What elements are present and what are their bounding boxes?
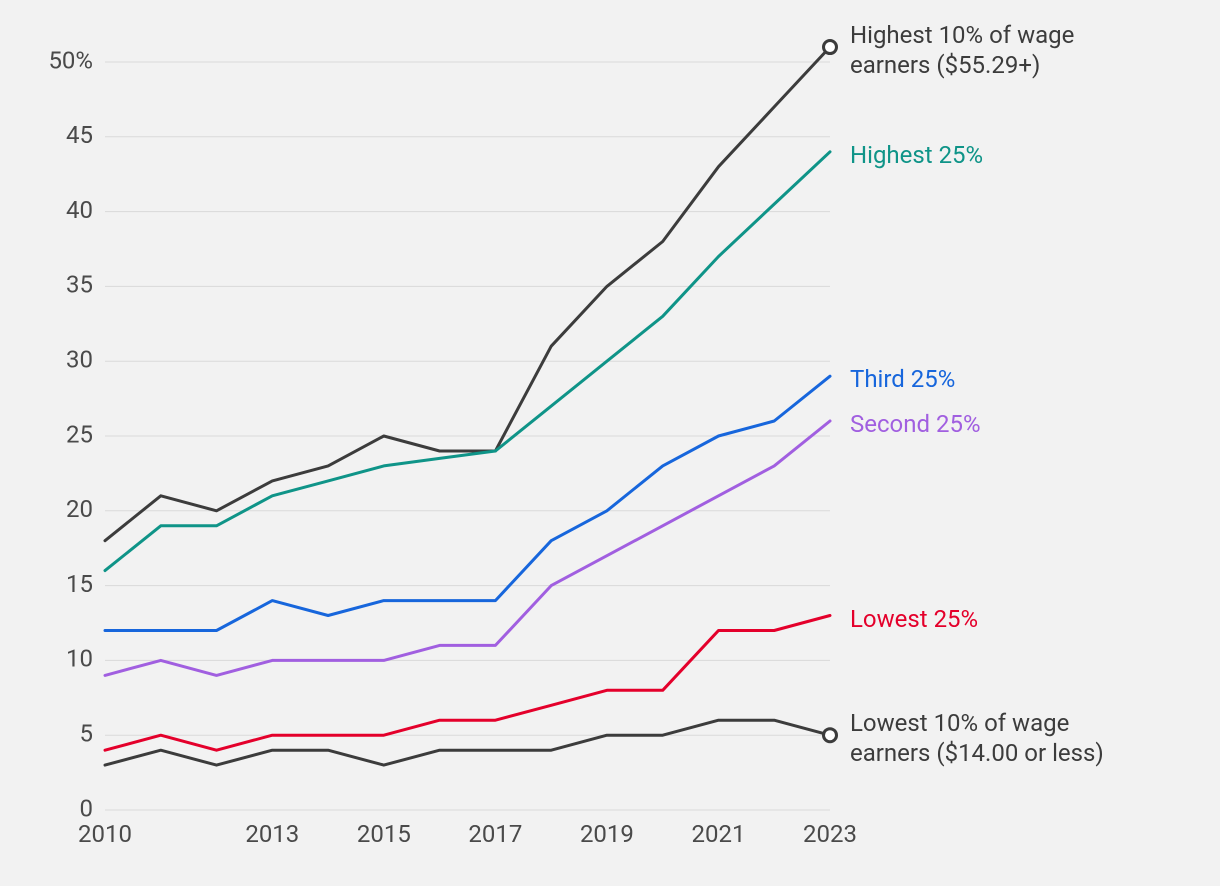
y-axis-tick-label: 0 <box>80 794 94 822</box>
series-label-text: Highest 10% of wage earners ($55.29+) <box>850 21 1074 79</box>
wage-earners-line-chart: 0 5 10 15 20 25 30 35 40 45 50% 2010 2013 2015 2017 201… <box>0 0 1220 886</box>
series-label-text: Second 25% <box>850 410 981 438</box>
y-axis-tick-label: 45 <box>66 121 93 149</box>
x-axis-tick-label: 2017 <box>468 820 522 848</box>
x-axis-tick-label: 2013 <box>245 820 299 848</box>
series-label-text: Lowest 10% of wage earners ($14.00 or le… <box>850 709 1104 767</box>
y-axis-tick-label: 10 <box>66 645 93 673</box>
series-label-text: Third 25% <box>850 365 955 393</box>
series-end-marker-lowest10 <box>824 729 837 742</box>
series-label-highest25: Highest 25% <box>850 140 983 170</box>
series-line-highest10 <box>105 47 830 541</box>
series-label-lowest25: Lowest 25% <box>850 604 978 634</box>
y-axis-tick-label: 50% <box>48 46 93 74</box>
y-axis-tick-label: 20 <box>66 495 93 523</box>
series-label-highest10: Highest 10% of wage earners ($55.29+) <box>850 20 1074 80</box>
x-axis-tick-label: 2015 <box>357 820 411 848</box>
x-axis-tick-label: 2019 <box>580 820 634 848</box>
y-axis-tick-label: 15 <box>66 570 93 598</box>
y-axis-tick-label: 5 <box>80 720 94 748</box>
x-axis-tick-label: 2010 <box>78 820 132 848</box>
series-label-lowest10: Lowest 10% of wage earners ($14.00 or le… <box>850 708 1104 768</box>
y-axis-tick-label: 25 <box>66 420 93 448</box>
series-label-third25: Third 25% <box>850 364 955 394</box>
series-line-third25 <box>105 376 830 630</box>
y-axis-tick-label: 30 <box>66 346 93 374</box>
x-axis-tick-label: 2021 <box>691 820 745 848</box>
x-axis-tick-label: 2023 <box>803 820 857 848</box>
series-end-marker-highest10 <box>824 41 837 54</box>
series-label-second25: Second 25% <box>850 409 981 439</box>
series-line-second25 <box>105 421 830 675</box>
series-label-text: Lowest 25% <box>850 605 978 633</box>
series-line-lowest10 <box>105 720 830 765</box>
y-axis-tick-label: 35 <box>66 271 93 299</box>
series-line-lowest25 <box>105 616 830 751</box>
series-label-text: Highest 25% <box>850 141 983 169</box>
y-axis-tick-label: 40 <box>66 196 93 224</box>
